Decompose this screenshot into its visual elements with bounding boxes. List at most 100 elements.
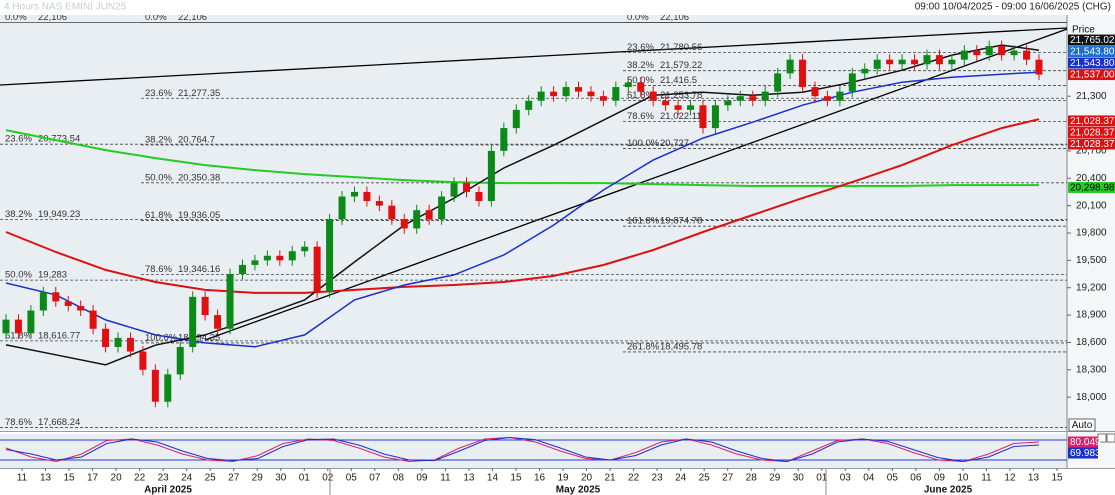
x-tick-label: 23 xyxy=(652,473,664,484)
candle-body xyxy=(201,296,209,316)
x-tick-label: 10 xyxy=(957,473,969,484)
candle-body xyxy=(39,292,47,311)
auto-button[interactable] xyxy=(1068,418,1096,432)
fib-ratio: 78.6% xyxy=(145,264,172,275)
fib-ratio: 0.0% xyxy=(5,12,27,23)
oscillator xyxy=(5,436,1040,463)
candle-body xyxy=(599,96,607,101)
x-tick-label: 05 xyxy=(346,473,358,484)
price-label-box xyxy=(1068,181,1115,193)
x-tick-label: 19 xyxy=(557,473,569,484)
x-tick-label: 15 xyxy=(1051,473,1063,484)
candle-body xyxy=(139,351,147,370)
x-tick-label: 14 xyxy=(487,473,499,484)
candle-body xyxy=(848,73,856,92)
oscillator-value-box xyxy=(1068,447,1098,459)
candle-body xyxy=(699,105,707,129)
candle-body xyxy=(736,96,744,101)
candle-body xyxy=(14,319,22,334)
candle-body xyxy=(861,68,869,74)
moving-average xyxy=(5,71,1040,348)
x-tick-label: 29 xyxy=(769,473,781,484)
price-label: 21,543.80 xyxy=(1070,47,1115,58)
x-tick-label: 17 xyxy=(87,473,99,484)
x-tick-label: 16 xyxy=(534,473,546,484)
x-tick-label: 27 xyxy=(722,473,734,484)
candle-body xyxy=(77,305,85,311)
month-label: June 2025 xyxy=(924,485,973,495)
candle-body xyxy=(450,182,458,197)
panel-button[interactable] xyxy=(1106,433,1115,443)
x-tick-label: 23 xyxy=(158,473,170,484)
candle-body xyxy=(102,328,110,347)
candle-body xyxy=(350,191,358,197)
price-label: 21,543.80 xyxy=(1070,58,1115,69)
x-tick-label: 25 xyxy=(699,473,711,484)
candle-body xyxy=(662,100,670,106)
price-label: 20,298.98 xyxy=(1070,183,1115,194)
price-label: 21,028.37 xyxy=(1070,128,1115,139)
candle-body xyxy=(487,150,495,202)
x-tick-label: 13 xyxy=(40,473,52,484)
y-tick-label: 18,000 xyxy=(1076,392,1107,403)
x-tick-label: 24 xyxy=(181,473,193,484)
axis-layer: Price Auto 21,300 20,700 20,400 20,100 19,80… xyxy=(1067,25,1115,459)
fib-price: 18,616.77 xyxy=(38,330,80,341)
candle-body xyxy=(375,201,383,206)
price-label: 21,537.00 xyxy=(1070,70,1115,81)
oscillator-value: 80.049 xyxy=(1070,437,1101,448)
candle-body xyxy=(649,91,657,101)
price-label-box xyxy=(1068,126,1115,138)
candle-body xyxy=(512,109,520,129)
candle-body xyxy=(525,100,533,110)
candle-body xyxy=(1010,50,1018,56)
x-tick-label: 13 xyxy=(463,473,475,484)
candle-body xyxy=(811,87,819,97)
fib-ratio: 23.6% xyxy=(145,88,172,99)
fib-price: 22,106 xyxy=(178,12,207,23)
x-tick-label: 06 xyxy=(910,473,922,484)
candle-body xyxy=(786,59,794,74)
fib-price: 18,594.35 xyxy=(178,332,220,343)
x-tick-label: 15 xyxy=(63,473,75,484)
fib-price: 21,253.78 xyxy=(660,90,702,101)
candle-body xyxy=(189,296,197,347)
candle-body xyxy=(326,219,334,293)
x-tick-label: 09 xyxy=(416,473,428,484)
fib-price: 19,936.05 xyxy=(178,210,220,221)
candle-body xyxy=(911,59,919,65)
y-tick-label: 19,800 xyxy=(1076,228,1107,239)
price-label: 21,028.37 xyxy=(1070,116,1115,127)
auto-button-label[interactable]: Auto xyxy=(1072,420,1093,431)
candle-body xyxy=(64,301,72,306)
x-tick-label: 05 xyxy=(887,473,899,484)
x-tick-label: 13 xyxy=(1028,473,1040,484)
candle-body xyxy=(301,246,309,252)
fib-price: 21,416.5 xyxy=(660,75,697,86)
price-label-box xyxy=(1068,57,1115,69)
fib-ratio: 50.0% xyxy=(5,270,32,281)
x-tick-label: 15 xyxy=(510,473,522,484)
candle-body xyxy=(799,59,807,88)
top-bar xyxy=(0,0,1115,14)
fib-price: 20,350.38 xyxy=(178,172,220,183)
candle-body xyxy=(823,96,831,101)
x-tick-label: 29 xyxy=(252,473,264,484)
candle-body xyxy=(1023,50,1031,60)
fib-price: 21,022.11 xyxy=(660,111,702,122)
candle-body xyxy=(214,315,222,329)
x-tick-label: 07 xyxy=(369,473,381,484)
y-tick-label: 20,700 xyxy=(1076,146,1107,157)
price-label: 21,765.02 xyxy=(1070,35,1115,46)
candle-body xyxy=(263,255,271,261)
fib-price: 21,277.35 xyxy=(178,88,220,99)
price-label: 21,028.37 xyxy=(1070,139,1115,150)
moving-average xyxy=(5,129,1039,187)
candle-body xyxy=(400,219,408,229)
candle-body xyxy=(836,91,844,101)
candle-body xyxy=(475,191,483,202)
x-tick-label: 01 xyxy=(299,473,311,484)
x-tick-label: 22 xyxy=(628,473,640,484)
candle-body xyxy=(637,82,645,92)
fib-ratio: 0.0% xyxy=(627,12,649,23)
